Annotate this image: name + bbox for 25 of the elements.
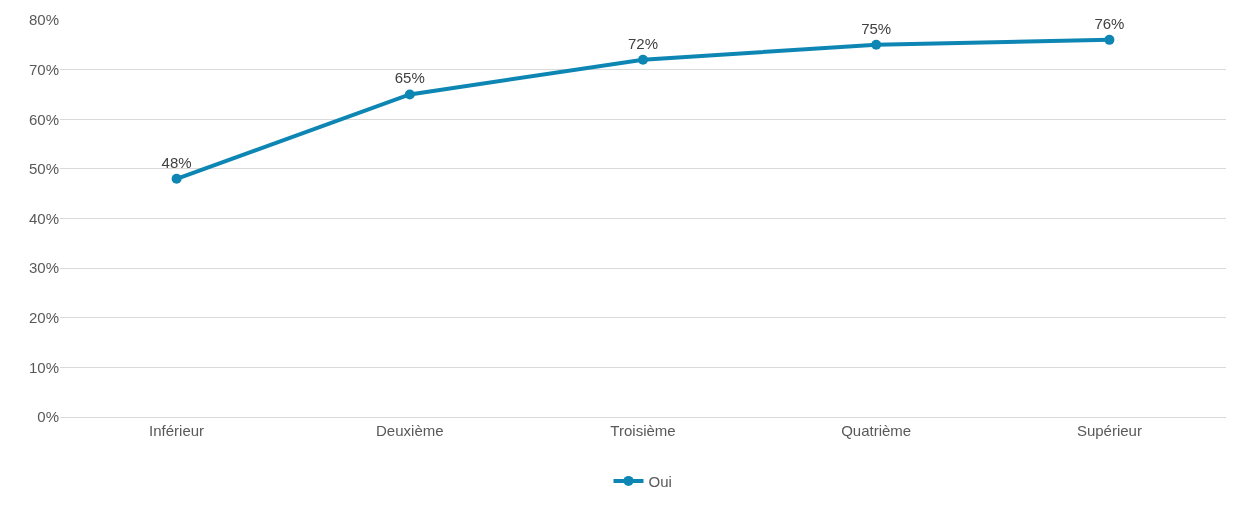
y-tick-label: 60% bbox=[28, 110, 59, 128]
y-tick-label: 70% bbox=[28, 60, 59, 78]
y-tick-label: 80% bbox=[28, 11, 59, 29]
point bbox=[638, 54, 648, 65]
x-tick-label: Supérieur bbox=[1076, 422, 1142, 439]
y-tick-label: 10% bbox=[28, 358, 59, 376]
x-tick-label: Troisième bbox=[610, 422, 676, 439]
legend-label: Oui bbox=[648, 472, 672, 490]
y-tick-label: 20% bbox=[28, 309, 59, 326]
text: 72% bbox=[627, 34, 659, 52]
y-tick-label: 40% bbox=[28, 209, 59, 227]
text: 75% bbox=[861, 19, 892, 37]
text: 48% bbox=[161, 153, 192, 171]
point bbox=[1104, 34, 1115, 45]
point bbox=[404, 89, 415, 100]
point bbox=[171, 173, 182, 184]
y-tick-label: 30% bbox=[28, 259, 59, 277]
x-tick-label: Deuxième bbox=[376, 422, 444, 439]
point bbox=[871, 39, 882, 50]
y-tick-label: 0% bbox=[37, 408, 59, 426]
x-tick-label: Inférieur bbox=[149, 422, 205, 439]
text: 65% bbox=[394, 69, 425, 87]
x-tick-label: Quatrième bbox=[841, 422, 912, 439]
text: 76% bbox=[1094, 14, 1125, 32]
y-tick-label: 50% bbox=[28, 160, 59, 178]
